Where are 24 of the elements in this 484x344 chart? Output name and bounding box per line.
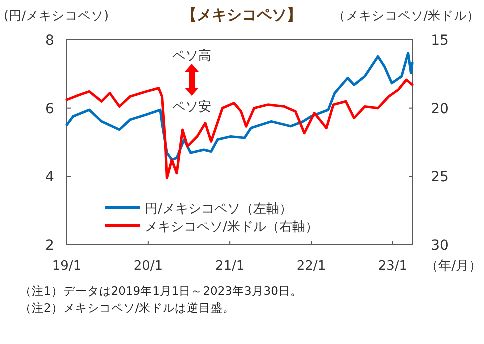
legend-label: 円/メキシコペソ（左軸） [145,202,292,217]
annotation: ペソ安 [172,99,212,115]
y2-axis-title: （メキシコペソ/米ドル） [332,8,480,23]
y2-tick-label: 15 [431,33,449,49]
x-tick-label: 22/1 [296,259,326,274]
y-tick-label: 4 [46,170,55,186]
line-series [66,78,414,180]
x-tick-label: 23/1 [378,259,408,274]
y2-tick-label: 20 [431,101,449,118]
x-tick-label: 19/1 [52,259,82,274]
x-axis-title: （年/月） [426,259,482,274]
y-tick-label: 2 [46,238,54,254]
y-tick-label: 8 [46,33,54,49]
x-tick-label: 21/1 [215,259,245,274]
y2-tick-label: 30 [431,238,449,254]
chart-title: 【メキシコペソ】 [182,6,302,24]
x-tick-label: 20/1 [134,259,164,274]
y2-tick-label: 25 [431,170,449,186]
legend-label: メキシコペソ/米ドル（右軸） [145,220,318,235]
text: （注2）メキシコペソ/米ドルは逆目盛。 [20,301,236,315]
y-tick-label: 6 [46,101,55,118]
annotation: ペソ高 [172,48,212,64]
y-axis-title: (円/メキシコペソ) [4,8,109,23]
text: （注1）データは2019年1月1日～2023年3月30日。 [20,284,302,298]
